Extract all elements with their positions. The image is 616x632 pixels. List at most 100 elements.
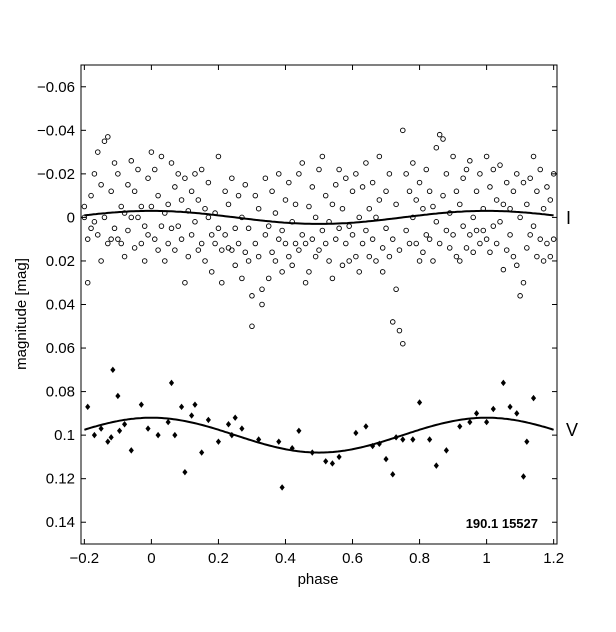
data-point-i bbox=[319, 153, 326, 160]
data-point-i bbox=[125, 227, 131, 234]
data-point-i bbox=[353, 253, 359, 260]
data-point-i bbox=[255, 253, 262, 260]
data-point-i bbox=[111, 160, 118, 166]
data-point-i bbox=[453, 253, 460, 260]
data-point-v bbox=[336, 453, 342, 461]
data-point-i bbox=[477, 171, 483, 177]
data-point-i bbox=[450, 232, 456, 238]
data-point-v bbox=[329, 460, 335, 467]
data-point-i bbox=[299, 160, 305, 166]
data-point-i bbox=[306, 203, 312, 210]
data-point-i bbox=[373, 214, 379, 221]
data-point-i bbox=[229, 247, 235, 253]
data-point-i bbox=[487, 249, 493, 255]
data-point-i bbox=[410, 160, 416, 166]
data-point-i bbox=[151, 236, 158, 242]
data-point-v bbox=[182, 468, 188, 476]
data-point-i bbox=[467, 158, 473, 164]
data-point-i bbox=[396, 247, 403, 253]
data-point-v bbox=[443, 447, 449, 454]
data-point-i bbox=[329, 201, 336, 208]
data-point-i bbox=[497, 219, 503, 225]
data-point-i bbox=[460, 223, 466, 229]
data-point-i bbox=[366, 253, 373, 260]
data-point-i bbox=[229, 175, 235, 181]
y-tick-label: 0.08 bbox=[46, 384, 75, 401]
data-point-i bbox=[165, 240, 171, 247]
data-point-i bbox=[383, 225, 389, 232]
data-point-i bbox=[430, 258, 436, 264]
y-tick-label: 0.06 bbox=[46, 340, 75, 357]
data-point-i bbox=[155, 192, 161, 199]
data-point-i bbox=[292, 240, 299, 247]
data-point-i bbox=[450, 153, 456, 160]
data-point-i bbox=[259, 286, 265, 293]
data-point-v bbox=[433, 462, 439, 469]
x-tick-label: 1.2 bbox=[543, 550, 564, 567]
data-point-i bbox=[463, 166, 470, 173]
y-tick-label: −0.06 bbox=[37, 79, 75, 96]
data-point-i bbox=[306, 269, 312, 275]
data-point-v bbox=[467, 418, 473, 426]
data-point-i bbox=[265, 275, 272, 282]
series-i-label: I bbox=[566, 208, 571, 228]
data-point-i bbox=[252, 192, 259, 199]
data-point-i bbox=[514, 171, 520, 177]
data-point-i bbox=[446, 245, 453, 251]
data-point-i bbox=[262, 175, 269, 181]
data-point-i bbox=[369, 236, 376, 242]
data-point-v bbox=[172, 431, 178, 439]
data-point-i bbox=[339, 205, 346, 212]
data-point-i bbox=[503, 247, 510, 253]
data-point-i bbox=[168, 160, 175, 166]
data-point-v bbox=[108, 434, 114, 441]
data-point-i bbox=[339, 262, 346, 269]
data-point-i bbox=[413, 197, 419, 203]
data-point-i bbox=[406, 240, 413, 247]
data-point-i bbox=[118, 240, 124, 247]
data-point-i bbox=[289, 262, 295, 269]
data-point-i bbox=[232, 262, 238, 269]
data-point-i bbox=[182, 279, 188, 286]
data-point-i bbox=[480, 227, 487, 234]
data-point-i bbox=[178, 236, 185, 242]
fit-curve-i bbox=[84, 209, 554, 225]
data-point-i bbox=[148, 203, 155, 210]
data-point-v bbox=[128, 447, 134, 454]
data-point-i bbox=[520, 279, 527, 286]
data-point-i bbox=[262, 232, 269, 238]
x-tick-label: 0.2 bbox=[208, 550, 229, 567]
data-point-i bbox=[175, 223, 181, 229]
data-point-i bbox=[162, 258, 168, 264]
data-point-i bbox=[98, 258, 104, 264]
y-tick-label: 0.1 bbox=[54, 427, 75, 444]
data-point-i bbox=[138, 203, 145, 210]
data-point-i bbox=[343, 175, 349, 181]
data-point-i bbox=[212, 240, 218, 247]
data-point-i bbox=[436, 131, 443, 138]
data-point-v bbox=[145, 425, 151, 432]
data-point-i bbox=[88, 225, 94, 232]
data-point-i bbox=[544, 240, 550, 247]
data-point-i bbox=[356, 214, 362, 221]
y-tick-label: 0.14 bbox=[46, 514, 75, 531]
data-point-i bbox=[84, 279, 91, 286]
data-point-i bbox=[91, 219, 98, 225]
data-point-i bbox=[131, 188, 138, 195]
data-point-i bbox=[195, 197, 202, 203]
data-point-i bbox=[115, 236, 121, 242]
data-point-i bbox=[333, 236, 339, 242]
data-point-v bbox=[179, 403, 185, 411]
data-point-i bbox=[537, 166, 543, 173]
data-point-i bbox=[88, 192, 94, 199]
fit-curve-v bbox=[84, 416, 554, 454]
data-point-i bbox=[131, 245, 138, 251]
data-point-i bbox=[507, 232, 513, 238]
data-point-i bbox=[524, 201, 530, 208]
data-point-i bbox=[333, 181, 339, 188]
data-point-i bbox=[389, 236, 396, 242]
data-point-i bbox=[353, 171, 359, 177]
data-point-i bbox=[202, 205, 208, 212]
data-point-i bbox=[416, 179, 423, 186]
data-point-v bbox=[138, 401, 144, 408]
